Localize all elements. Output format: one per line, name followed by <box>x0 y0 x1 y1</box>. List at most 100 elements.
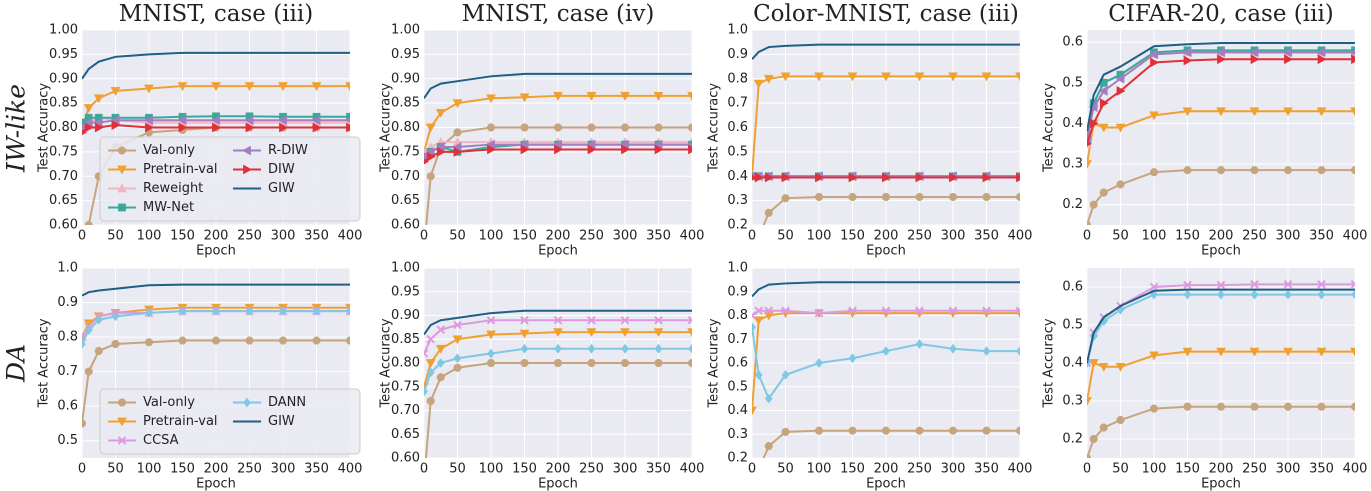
marker <box>781 369 790 380</box>
x-tick-label: 100 <box>137 462 162 477</box>
marker <box>311 82 322 92</box>
marker <box>620 328 630 338</box>
marker <box>1089 434 1098 444</box>
panel: MNIST, case (iii) 0.60 0.65 0.70 0.75 0.80 0.8… <box>37 1 363 259</box>
panel: Color-MNIST, case (iii) 0.2 0.3 0.4 0.5 0.6 0.… <box>707 1 1033 259</box>
marker <box>145 308 153 318</box>
marker <box>1317 402 1326 411</box>
marker <box>748 246 756 254</box>
x-tick-label: 300 <box>613 462 638 477</box>
x-axis-label: Epoch <box>1201 244 1241 259</box>
marker <box>424 349 429 358</box>
marker <box>1150 289 1158 300</box>
marker <box>1116 415 1125 425</box>
marker <box>848 426 857 435</box>
series-line <box>424 309 692 336</box>
marker <box>520 144 530 155</box>
y-axis-label: Test Accuracy <box>1042 83 1057 173</box>
marker <box>1149 404 1159 413</box>
y-tick-label: 0.6 <box>57 399 78 414</box>
marker <box>949 343 957 354</box>
x-tick-label: 100 <box>807 229 832 244</box>
marker <box>1088 359 1099 369</box>
marker <box>453 146 463 157</box>
marker <box>1350 166 1355 175</box>
y-tick-label: 0.80 <box>391 356 420 371</box>
marker <box>436 146 446 157</box>
marker <box>312 336 321 345</box>
x-tick-label: 0 <box>1083 462 1091 477</box>
x-tick-label: 250 <box>907 229 932 244</box>
marker <box>687 328 692 338</box>
y-tick-label: 0.65 <box>49 193 78 208</box>
marker <box>1216 107 1226 117</box>
marker <box>881 72 891 82</box>
y-tick-label: 0.7 <box>57 364 78 379</box>
y-tick-label: 0.70 <box>391 169 420 184</box>
marker <box>587 144 597 155</box>
marker <box>687 91 692 101</box>
marker <box>452 335 463 345</box>
marker <box>245 122 255 133</box>
marker <box>814 426 824 435</box>
marker <box>420 246 428 254</box>
marker <box>764 393 773 404</box>
marker <box>1283 166 1293 175</box>
x-tick-label: 300 <box>271 462 296 477</box>
series-line <box>424 72 692 99</box>
x-tick-label: 0 <box>748 229 756 244</box>
marker <box>144 338 154 347</box>
marker <box>453 363 462 372</box>
marker <box>949 172 959 183</box>
y-tick-label: 0.8 <box>57 330 78 345</box>
x-tick-label: 200 <box>874 229 899 244</box>
marker <box>178 122 188 133</box>
legend-label: DIW <box>268 162 295 177</box>
marker <box>1283 402 1293 411</box>
marker <box>94 122 104 133</box>
marker <box>982 346 991 357</box>
y-tick-label: 0.6 <box>727 356 748 371</box>
x-tick-label: 150 <box>512 462 537 477</box>
legend-marker <box>117 183 127 193</box>
marker <box>587 315 596 325</box>
marker <box>687 123 692 132</box>
marker <box>982 306 991 316</box>
marker <box>84 220 93 225</box>
marker <box>435 344 446 354</box>
marker <box>426 396 435 406</box>
marker <box>620 123 630 132</box>
marker <box>586 328 597 338</box>
marker <box>486 358 496 368</box>
marker <box>1250 280 1259 289</box>
marker <box>754 306 764 316</box>
marker <box>94 346 103 355</box>
x-tick-label: 50 <box>1112 229 1129 244</box>
marker <box>781 194 790 203</box>
legend-marker <box>118 203 126 212</box>
y-tick-label: 0.2 <box>1062 432 1083 447</box>
marker <box>1216 347 1226 357</box>
marker <box>425 359 436 369</box>
marker <box>1250 402 1259 411</box>
marker <box>1283 107 1293 117</box>
marker <box>1149 111 1159 121</box>
x-axis-label: Epoch <box>866 244 906 259</box>
x-tick-label: 50 <box>107 462 124 477</box>
marker <box>914 72 925 82</box>
series-line <box>1087 42 1355 132</box>
marker <box>1317 54 1327 65</box>
marker <box>143 115 153 126</box>
y-tick-label: 0.90 <box>391 71 420 86</box>
y-tick-label: 1.00 <box>391 23 420 38</box>
y-axis-label: Test Accuracy <box>707 83 722 173</box>
y-axis-label: Test Accuracy <box>379 318 394 408</box>
y-tick-label: 0.75 <box>49 144 78 159</box>
x-tick-label: 50 <box>1112 462 1129 477</box>
row-label: IW-like <box>2 84 31 173</box>
x-tick-label: 300 <box>941 462 966 477</box>
marker <box>1349 49 1355 56</box>
x-tick-label: 400 <box>1343 462 1368 477</box>
marker <box>425 123 436 133</box>
marker <box>436 358 445 368</box>
